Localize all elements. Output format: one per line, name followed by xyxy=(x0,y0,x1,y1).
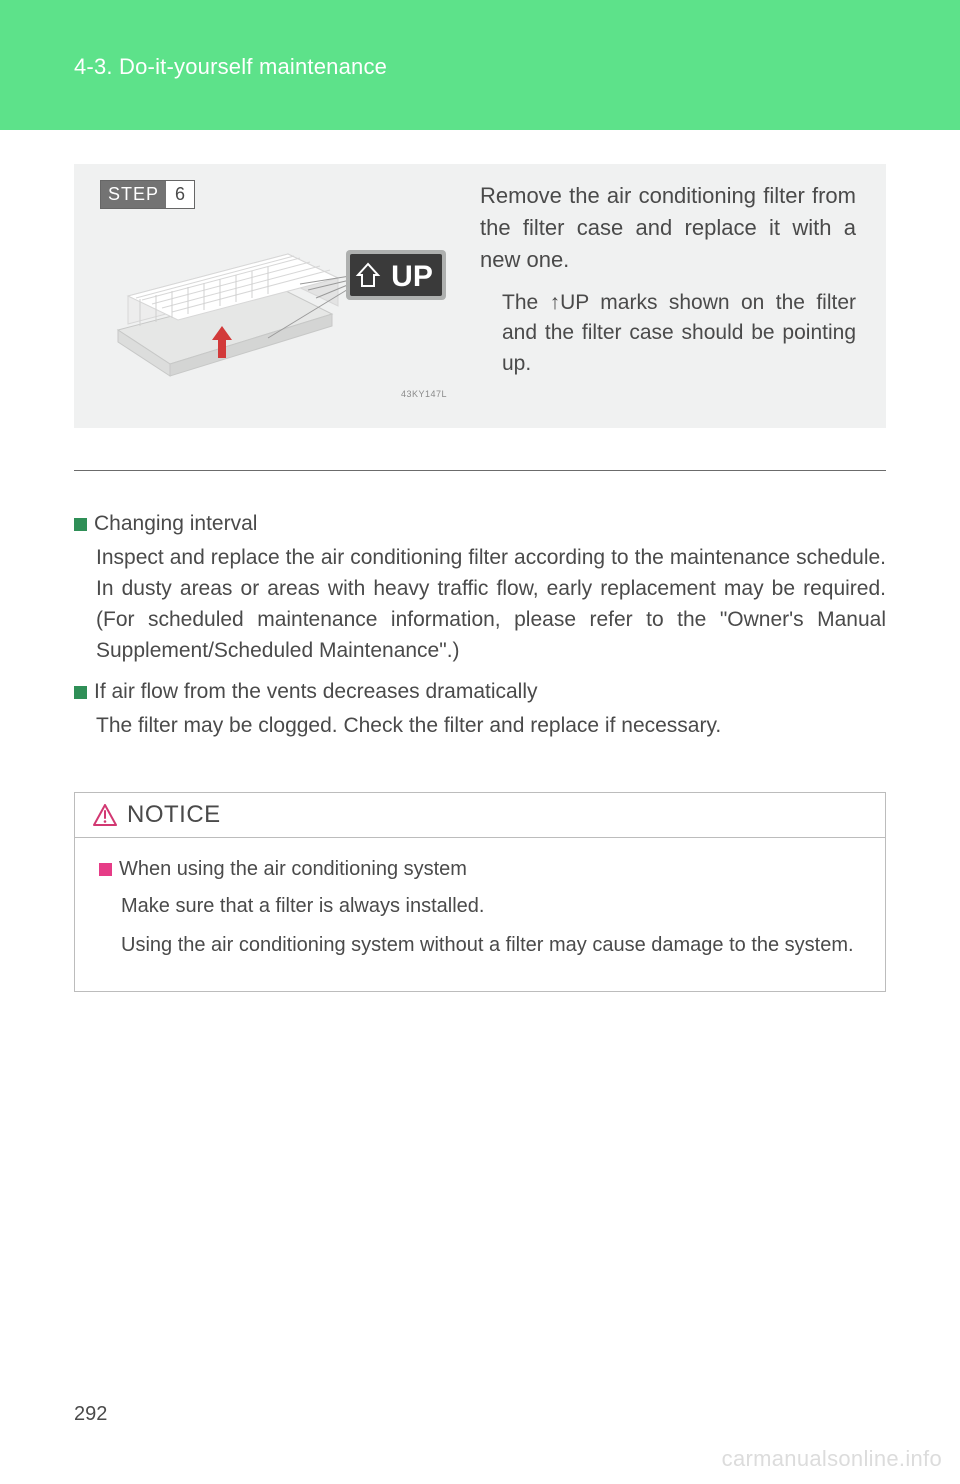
illustration-code: 43KY147L xyxy=(401,389,447,399)
square-bullet-icon xyxy=(74,518,87,531)
notice-heading: NOTICE xyxy=(75,793,885,838)
watermark: carmanualsonline.info xyxy=(722,1446,942,1472)
up-label: UP xyxy=(391,260,433,293)
step-illustration: STEP 6 xyxy=(100,180,452,402)
note-item: If air flow from the vents decreases dra… xyxy=(74,676,886,741)
filter-diagram-svg: UP xyxy=(100,180,452,402)
warning-triangle-icon xyxy=(93,804,117,826)
note-body: The filter may be clogged. Check the fil… xyxy=(74,710,886,741)
notice-heading-text: NOTICE xyxy=(127,801,221,829)
notice-body: When using the air conditioning system M… xyxy=(75,838,885,991)
step-sub-text: The ↑UP marks shown on the filter and th… xyxy=(480,288,856,379)
step-tag: STEP 6 xyxy=(100,180,195,209)
notice-item-title: When using the air conditioning system xyxy=(119,858,467,880)
step-tag-label: STEP xyxy=(101,181,166,208)
body-notes: Changing interval Inspect and replace th… xyxy=(74,508,886,752)
note-body: Inspect and replace the air conditioning… xyxy=(74,542,886,666)
notice-line: Make sure that a filter is always instal… xyxy=(99,891,861,922)
notice-box: NOTICE When using the air conditioning s… xyxy=(74,792,886,992)
note-title: If air flow from the vents decreases dra… xyxy=(94,680,538,703)
notice-line: Using the air conditioning system withou… xyxy=(99,930,861,961)
section-label: 4-3. Do-it-yourself maintenance xyxy=(74,54,387,80)
square-bullet-icon xyxy=(99,863,112,876)
note-title: Changing interval xyxy=(94,512,257,535)
step-main-text: Remove the air conditioning filter from … xyxy=(480,180,856,276)
page-number: 292 xyxy=(74,1403,107,1426)
square-bullet-icon xyxy=(74,686,87,699)
step-tag-number: 6 xyxy=(166,181,194,208)
up-badge: UP xyxy=(346,250,446,300)
horizontal-rule xyxy=(74,470,886,471)
step-panel: STEP 6 xyxy=(74,164,886,428)
note-item: Changing interval Inspect and replace th… xyxy=(74,508,886,666)
step-text: Remove the air conditioning filter from … xyxy=(480,180,856,402)
